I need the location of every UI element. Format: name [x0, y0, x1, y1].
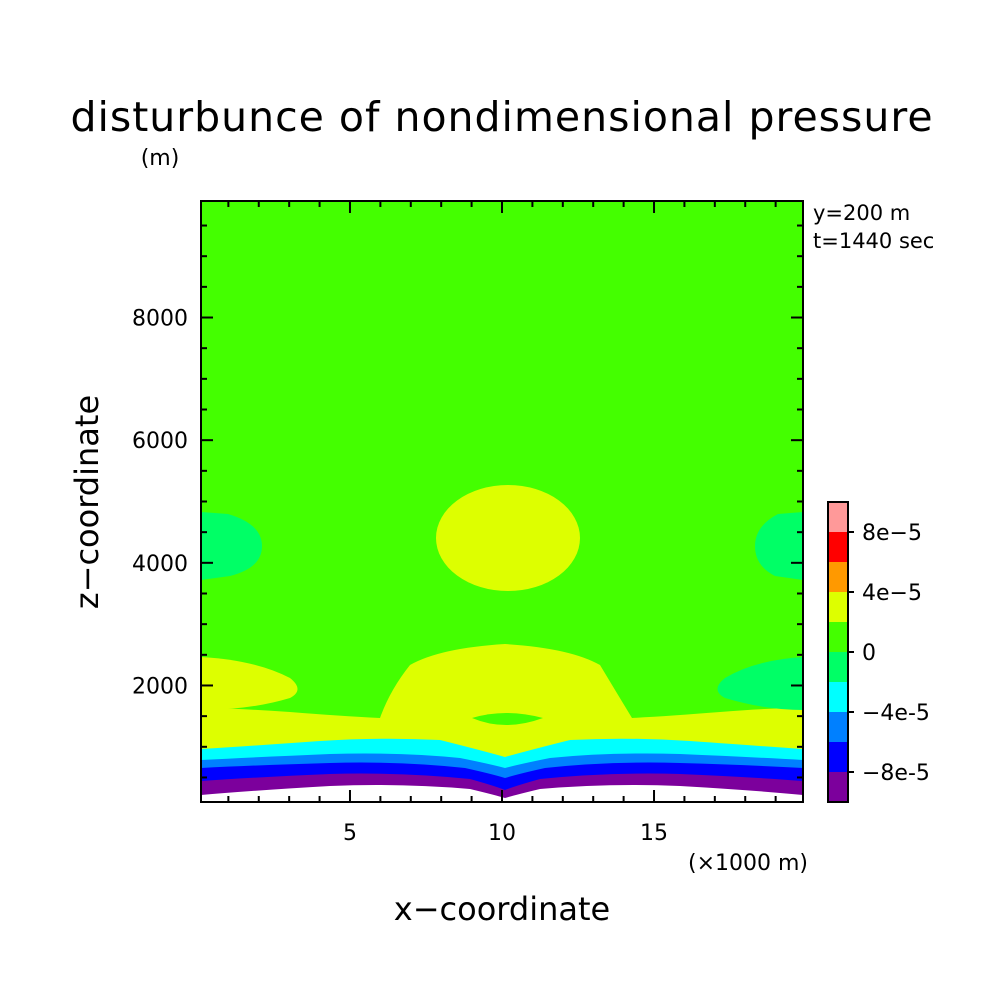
- colorbar-swatch: [828, 742, 848, 772]
- region-high-center: [436, 485, 580, 591]
- x-axis-label: x−coordinate: [394, 890, 610, 928]
- colorbar-tick-label: 0: [862, 641, 876, 666]
- region-small-positive: [472, 713, 543, 725]
- x-tick-label: 15: [640, 821, 668, 846]
- chart-title: disturbunce of nondimensional pressure: [70, 93, 933, 141]
- annotation-t: t=1440 sec: [813, 229, 934, 253]
- colorbar-swatch: [828, 772, 848, 802]
- colorbar-swatch: [828, 562, 848, 592]
- colorbar-swatch: [828, 682, 848, 712]
- colorbar-tick-label: −8e-5: [862, 761, 930, 786]
- y-tick-label: 2000: [132, 674, 188, 699]
- y-units-label: (m): [141, 146, 180, 171]
- axis-ticks: [201, 201, 803, 802]
- x-tick-label: 5: [343, 821, 357, 846]
- colorbar-swatch: [828, 502, 848, 532]
- colorbar-swatch: [828, 532, 848, 562]
- colorbar-tick-label: 4e−5: [862, 581, 922, 606]
- colorbar-swatch: [828, 622, 848, 652]
- y-axis-label: z−coordinate: [68, 395, 106, 609]
- annotation-y: y=200 m: [813, 201, 910, 225]
- contour-field: [201, 201, 803, 802]
- region-high-left-edge: [201, 657, 298, 710]
- x-units-label: (×1000 m): [688, 851, 808, 876]
- colorbar: −8e-5 −4e-5 0 4e−5 8e−5: [827, 501, 930, 803]
- y-tick-label: 4000: [132, 552, 188, 577]
- region-no-data: [201, 785, 803, 802]
- region-high-right-edge: [717, 657, 803, 710]
- colorbar-swatch: [828, 652, 848, 682]
- colorbar-tick-label: 8e−5: [862, 521, 922, 546]
- x-tick-label: 10: [488, 821, 516, 846]
- y-tick-label: 6000: [132, 429, 188, 454]
- axis-tick-labels: 5 10 15 2000 4000 6000 8000: [132, 307, 668, 846]
- region-low-left-edge: [201, 512, 262, 580]
- colorbar-swatch: [828, 592, 848, 622]
- y-tick-label: 8000: [132, 307, 188, 332]
- colorbar-swatch: [828, 712, 848, 742]
- colorbar-tick-label: −4e-5: [862, 701, 930, 726]
